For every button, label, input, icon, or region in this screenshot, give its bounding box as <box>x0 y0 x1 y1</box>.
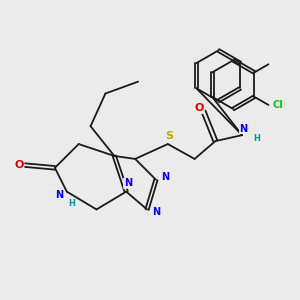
Text: Cl: Cl <box>272 100 283 110</box>
Text: O: O <box>194 103 204 113</box>
Text: N: N <box>240 124 248 134</box>
Text: H: H <box>68 199 75 208</box>
Text: N: N <box>55 190 63 200</box>
Text: O: O <box>14 160 24 170</box>
Text: N: N <box>124 178 132 188</box>
Text: H: H <box>254 134 260 142</box>
Text: N: N <box>161 172 169 182</box>
Text: S: S <box>165 131 173 141</box>
Text: N: N <box>152 207 160 218</box>
